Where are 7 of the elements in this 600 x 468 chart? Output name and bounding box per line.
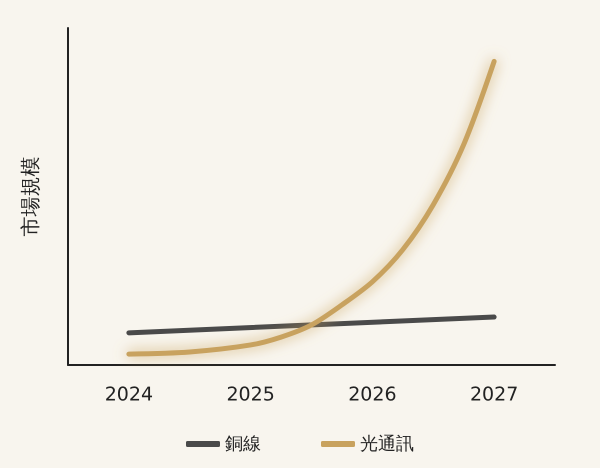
legend-label: 銅線 (225, 434, 261, 454)
x-tick-label: 2027 (470, 384, 518, 406)
y-axis-title: 市場規模 (18, 156, 42, 236)
x-tick-label: 2026 (348, 384, 397, 406)
legend-label: 光通訊 (360, 434, 414, 454)
x-tick-label: 2024 (104, 384, 154, 406)
x-tick-label: 2025 (226, 384, 275, 406)
